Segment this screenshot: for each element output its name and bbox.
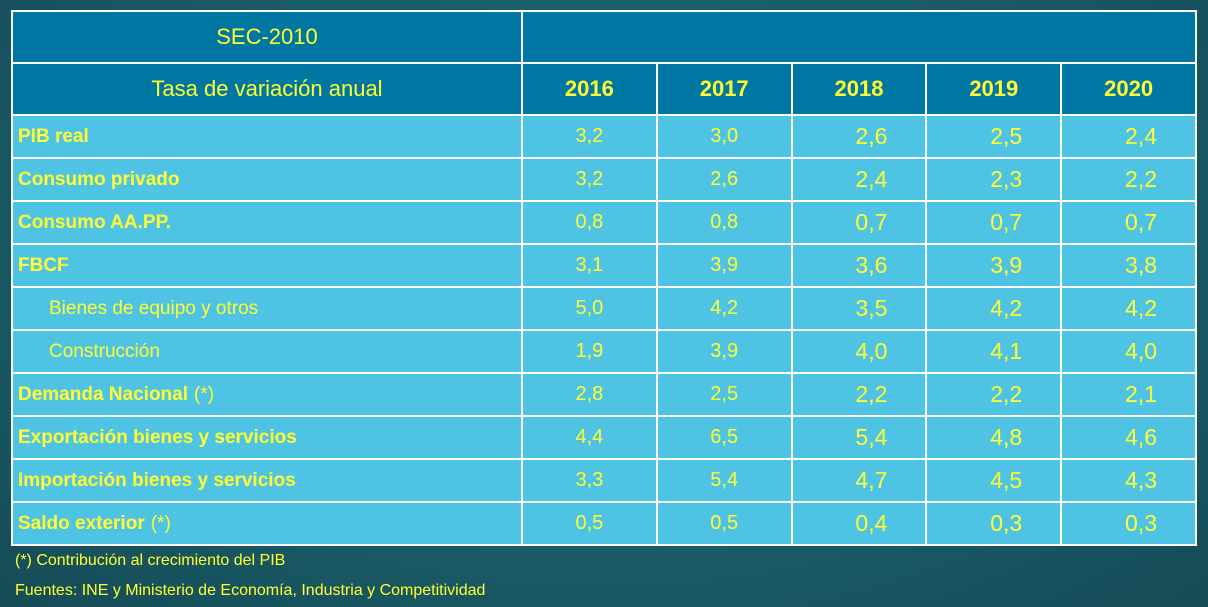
value-cell: 2,8 — [521, 372, 658, 417]
value-cell: 4,2 — [925, 286, 1063, 331]
value-cell: 0,7 — [925, 200, 1063, 245]
table-header-row: Tasa de variación anual 2016 2017 2018 2… — [11, 62, 1198, 116]
value-cell: 2,5 — [655, 372, 793, 417]
year-header: 2017 — [655, 62, 793, 116]
row-label-cell: Saldo exterior (*) — [11, 501, 523, 546]
forecast-table: SEC-2010 Tasa de variación anual 2016 20… — [11, 10, 1198, 546]
table-row: FBCF 3,1 3,9 3,6 3,9 3,8 — [11, 243, 1198, 288]
row-label: Exportación bienes y servicios — [18, 426, 297, 448]
row-label-cell: PIB real — [11, 114, 523, 159]
value-cell: 2,6 — [655, 157, 793, 202]
row-label-cell: Importación bienes y servicios — [11, 458, 523, 503]
value-cell: 5,4 — [655, 458, 793, 503]
table-row: PIB real 3,2 3,0 2,6 2,5 2,4 — [11, 114, 1198, 159]
table-row: Consumo AA.PP. 0,8 0,8 0,7 0,7 0,7 — [11, 200, 1198, 245]
value-cell: 2,2 — [1060, 157, 1198, 202]
row-note: (*) — [150, 512, 171, 534]
table-row: Importación bienes y servicios 3,3 5,4 4,7 4… — [11, 458, 1198, 503]
title-row-spacer — [520, 10, 1198, 64]
footnote-contribution: (*) Contribución al crecimiento del PIB — [15, 552, 286, 569]
row-label-cell: Exportación bienes y servicios — [11, 415, 523, 460]
table-row: Construcción 1,9 3,9 4,0 4,1 4,0 — [11, 329, 1198, 374]
row-label: FBCF — [18, 254, 69, 276]
value-cell: 3,9 — [655, 243, 793, 288]
year-header: 2020 — [1060, 62, 1198, 116]
table-row: Demanda Nacional (*) 2,8 2,5 2,2 2,2 2,1 — [11, 372, 1198, 417]
value-cell: 4,0 — [1060, 329, 1198, 374]
row-label-cell: FBCF — [11, 243, 523, 288]
value-cell: 4,0 — [790, 329, 928, 374]
value-cell: 4,1 — [925, 329, 1063, 374]
value-cell: 2,2 — [790, 372, 928, 417]
row-label-cell: Demanda Nacional (*) — [11, 372, 523, 417]
value-cell: 0,8 — [521, 200, 658, 245]
value-cell: 2,5 — [925, 114, 1063, 159]
macro-forecast-table: SEC-2010 Tasa de variación anual 2016 20… — [11, 10, 1198, 548]
value-cell: 4,8 — [925, 415, 1063, 460]
table-row: Exportación bienes y servicios 4,4 6,5 5,4 4… — [11, 415, 1198, 460]
value-cell: 0,3 — [1060, 501, 1198, 546]
table-row: Consumo privado 3,2 2,6 2,4 2,3 2,2 — [11, 157, 1198, 202]
table-row: Bienes de equipo y otros 5,0 4,2 3,5 4,2 4,2 — [11, 286, 1198, 331]
value-cell: 0,8 — [655, 200, 793, 245]
value-cell: 2,2 — [925, 372, 1063, 417]
row-label: Consumo privado — [18, 168, 180, 190]
value-cell: 4,7 — [790, 458, 928, 503]
row-note: (*) — [194, 383, 215, 405]
row-label: Demanda Nacional — [18, 383, 188, 405]
value-cell: 2,4 — [790, 157, 928, 202]
row-label: Importación bienes y servicios — [18, 469, 296, 491]
value-cell: 2,6 — [790, 114, 928, 159]
value-cell: 2,1 — [1060, 372, 1198, 417]
row-label: PIB real — [18, 125, 89, 147]
value-cell: 6,5 — [655, 415, 793, 460]
value-cell: 4,2 — [655, 286, 793, 331]
value-cell: 3,5 — [790, 286, 928, 331]
value-cell: 0,5 — [655, 501, 793, 546]
value-cell: 4,2 — [1060, 286, 1198, 331]
value-cell: 0,7 — [1060, 200, 1198, 245]
year-header: 2018 — [790, 62, 928, 116]
value-cell: 0,5 — [521, 501, 658, 546]
row-label: Construcción — [49, 340, 160, 362]
value-cell: 3,2 — [521, 157, 658, 202]
value-cell: 3,1 — [521, 243, 658, 288]
value-cell: 4,3 — [1060, 458, 1198, 503]
header-label: Tasa de variación anual — [11, 62, 523, 116]
value-cell: 2,3 — [925, 157, 1063, 202]
row-label: Consumo AA.PP. — [18, 211, 172, 233]
value-cell: 1,9 — [521, 329, 658, 374]
value-cell: 5,4 — [790, 415, 928, 460]
row-label: Saldo exterior — [18, 512, 145, 534]
value-cell: 0,3 — [925, 501, 1063, 546]
table-row: Saldo exterior (*) 0,5 0,5 0,4 0,3 0,3 — [11, 501, 1198, 546]
value-cell: 3,3 — [521, 458, 658, 503]
value-cell: 4,5 — [925, 458, 1063, 503]
footnote-sources: Fuentes: INE y Ministerio de Economía, I… — [15, 582, 486, 599]
value-cell: 4,6 — [1060, 415, 1198, 460]
value-cell: 3,9 — [655, 329, 793, 374]
value-cell: 3,9 — [925, 243, 1063, 288]
row-label-cell: Consumo privado — [11, 157, 523, 202]
table-title-row: SEC-2010 — [11, 10, 1198, 64]
value-cell: 4,4 — [521, 415, 658, 460]
value-cell: 3,2 — [521, 114, 658, 159]
row-label-cell: Bienes de equipo y otros — [11, 286, 523, 331]
row-label-cell: Consumo AA.PP. — [11, 200, 523, 245]
value-cell: 2,4 — [1060, 114, 1198, 159]
sec-title: SEC-2010 — [11, 10, 523, 64]
value-cell: 0,7 — [790, 200, 928, 245]
value-cell: 3,6 — [790, 243, 928, 288]
year-header: 2019 — [925, 62, 1063, 116]
value-cell: 5,0 — [521, 286, 658, 331]
row-label: Bienes de equipo y otros — [49, 297, 259, 319]
value-cell: 3,8 — [1060, 243, 1198, 288]
year-header: 2016 — [521, 62, 658, 116]
row-label-cell: Construcción — [11, 329, 523, 374]
value-cell: 0,4 — [790, 501, 928, 546]
value-cell: 3,0 — [655, 114, 793, 159]
